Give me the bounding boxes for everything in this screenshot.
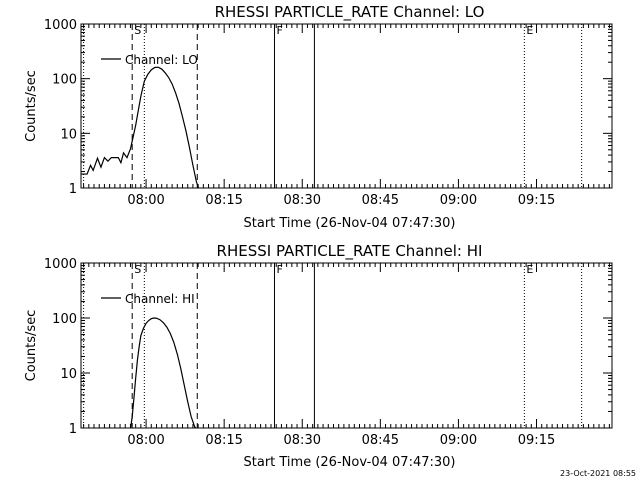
x-tick-label: 09:00 — [440, 193, 477, 208]
x-tick-label: 09:00 — [440, 433, 477, 448]
legend-label: Channel: LO — [125, 53, 198, 67]
x-tick-label: 08:30 — [284, 193, 321, 208]
x-axis-label: Start Time (26-Nov-04 07:47:30) — [244, 455, 456, 470]
y-axis-label: Counts/sec — [24, 70, 39, 142]
event-marker-label: F — [276, 263, 282, 276]
x-tick-label: 08:45 — [362, 193, 399, 208]
x-tick-label: 08:00 — [127, 433, 164, 448]
x-tick-label: 09:15 — [518, 433, 555, 448]
x-axis-label: Start Time (26-Nov-04 07:47:30) — [244, 216, 456, 231]
footer-timestamp: 23-Oct-2021 08:55 — [560, 469, 636, 478]
event-marker-label: E — [526, 263, 533, 276]
plot-frame — [80, 262, 613, 429]
x-tick-label: 09:15 — [518, 193, 555, 208]
y-tick-label: 1000 — [44, 18, 77, 33]
event-marker-label: S — [134, 263, 141, 276]
y-tick-label: 1 — [69, 182, 77, 197]
event-marker-label: F — [276, 24, 282, 37]
event-marker-label: E — [526, 24, 533, 37]
y-axis-label: Counts/sec — [24, 310, 39, 382]
y-tick-label: 100 — [52, 73, 77, 88]
y-tick-label: 1000 — [44, 257, 77, 272]
y-tick-label: 10 — [60, 367, 77, 382]
x-tick-label: 08:45 — [362, 433, 399, 448]
series-line — [81, 66, 200, 188]
series-line — [130, 317, 197, 428]
y-tick-label: 1 — [69, 422, 77, 437]
legend-label: Channel: HI — [125, 292, 195, 306]
x-tick-label: 08:15 — [205, 433, 242, 448]
chart-title: RHESSI PARTICLE_RATE Channel: LO — [215, 3, 485, 22]
x-tick-label: 08:00 — [127, 193, 164, 208]
x-tick-label: 08:30 — [284, 433, 321, 448]
plot-frame — [80, 23, 613, 189]
y-tick-label: 100 — [52, 312, 77, 327]
x-tick-label: 08:15 — [205, 193, 242, 208]
event-marker-label: S — [134, 24, 141, 37]
y-tick-label: 10 — [60, 127, 77, 142]
chart-title: RHESSI PARTICLE_RATE Channel: HI — [217, 242, 483, 261]
